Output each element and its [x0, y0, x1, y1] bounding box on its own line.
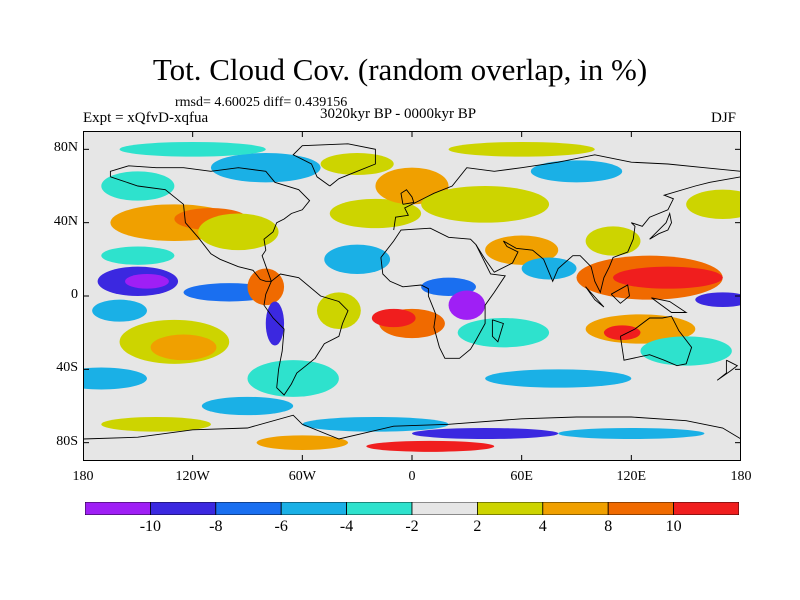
lat-tick-label: 80N	[53, 140, 78, 156]
anomaly-contour	[485, 235, 559, 265]
colorbar-swatch	[215, 501, 282, 516]
anomaly-contour	[101, 246, 175, 265]
colorbar-label: 8	[604, 518, 613, 535]
plot-title: Tot. Cloud Cov. (random overlap, in %)	[152, 52, 648, 87]
coastline	[83, 414, 741, 440]
coastline	[393, 154, 741, 231]
coastline	[651, 297, 688, 313]
anomaly-contour	[101, 417, 211, 432]
anomaly-contour	[585, 226, 641, 256]
lat-tick-label: 0	[71, 287, 78, 302]
anomaly-contour	[247, 268, 285, 306]
anomaly-contour	[686, 189, 741, 219]
lon-tick-label: 180	[72, 469, 94, 484]
anomaly-contour	[530, 160, 623, 183]
anomaly-contour	[210, 153, 321, 183]
colorbar-label: -8	[209, 518, 223, 535]
colorbar-swatch	[476, 501, 544, 516]
experiment-label: Expt = xQfvD-xqfua	[83, 110, 209, 126]
lon-tick-label: 180	[730, 469, 752, 484]
anomaly-contour	[302, 417, 449, 432]
anomaly-contour	[485, 369, 632, 388]
anomaly-contour	[695, 292, 741, 307]
colorbar-swatches	[84, 501, 740, 516]
anomaly-contour	[329, 198, 422, 229]
coastline	[491, 319, 504, 343]
lon-tick-label: 0	[408, 469, 416, 484]
anomaly-contour	[247, 360, 339, 397]
anomaly-contour	[558, 428, 705, 439]
anomaly-contour	[201, 396, 294, 416]
anomaly-contour	[119, 142, 266, 157]
coastline	[263, 273, 349, 396]
colorbar-swatch	[150, 501, 217, 516]
colorbar-swatch	[673, 501, 740, 516]
colorbar	[84, 501, 740, 516]
colorbar-label: -2	[405, 518, 419, 535]
anomaly-contour	[150, 334, 217, 361]
anomaly-contour	[366, 440, 495, 452]
coastline	[649, 211, 672, 240]
colorbar-label: 4	[538, 518, 547, 535]
colorbar-label: -6	[274, 518, 288, 535]
anomaly-contour	[448, 290, 486, 320]
anomaly-contour	[371, 308, 416, 328]
anomaly-contour	[421, 186, 550, 223]
colorbar-swatch	[542, 501, 609, 516]
anomaly-contour	[412, 428, 559, 439]
coastline	[585, 286, 605, 308]
colorbar-label: -10	[139, 518, 162, 535]
lat-tick-label: 40N	[53, 213, 78, 229]
colorbar-label: -4	[339, 518, 354, 535]
coastline	[109, 165, 311, 282]
lat-tick-label: 40S	[56, 360, 78, 376]
cloud-cover-anomaly-map	[83, 131, 741, 461]
lon-tick-label: 60E	[510, 469, 533, 484]
lon-tick-label: 120W	[175, 469, 210, 484]
lon-tick-label: 60W	[288, 469, 316, 484]
coastline	[619, 315, 693, 367]
anomaly-contour	[125, 274, 169, 289]
anomaly-contour	[448, 142, 595, 157]
anomaly-contour	[521, 257, 577, 280]
coastline	[400, 189, 415, 205]
period-label: 3020kyr BP - 0000kyr BP	[320, 106, 477, 122]
lat-tick-label: 80S	[56, 433, 78, 449]
colorbar-label: 10	[665, 518, 682, 535]
colorbar-label: 2	[473, 518, 482, 535]
anomaly-fields	[83, 142, 741, 452]
anomaly-contour	[613, 266, 723, 289]
map-panel	[83, 131, 741, 461]
anomaly-contour	[256, 435, 349, 450]
anomaly-contour	[198, 213, 279, 251]
coastline	[380, 227, 506, 359]
coastline	[292, 143, 376, 187]
colorbar-swatch	[280, 501, 347, 516]
anomaly-contour	[324, 244, 391, 274]
colorbar-swatch	[411, 501, 478, 516]
colorbar-swatch	[607, 501, 675, 516]
stats-text: rmsd= 4.60025 diff= 0.439156	[175, 95, 348, 110]
anomaly-contour	[265, 301, 285, 346]
lon-tick-label: 120E	[616, 469, 647, 484]
coastline	[610, 284, 630, 304]
coastline	[475, 176, 741, 294]
colorbar-swatch	[84, 501, 151, 516]
anomaly-contour	[92, 299, 147, 322]
anomaly-contour	[316, 292, 361, 329]
anomaly-contour	[457, 318, 550, 348]
coastline	[716, 359, 739, 381]
colorbar-swatch	[346, 501, 413, 516]
season-label: DJF	[711, 110, 737, 126]
anomaly-contour	[83, 367, 147, 390]
anomaly-contour	[640, 336, 732, 366]
coastlines	[83, 143, 741, 440]
anomaly-contour	[603, 325, 641, 340]
